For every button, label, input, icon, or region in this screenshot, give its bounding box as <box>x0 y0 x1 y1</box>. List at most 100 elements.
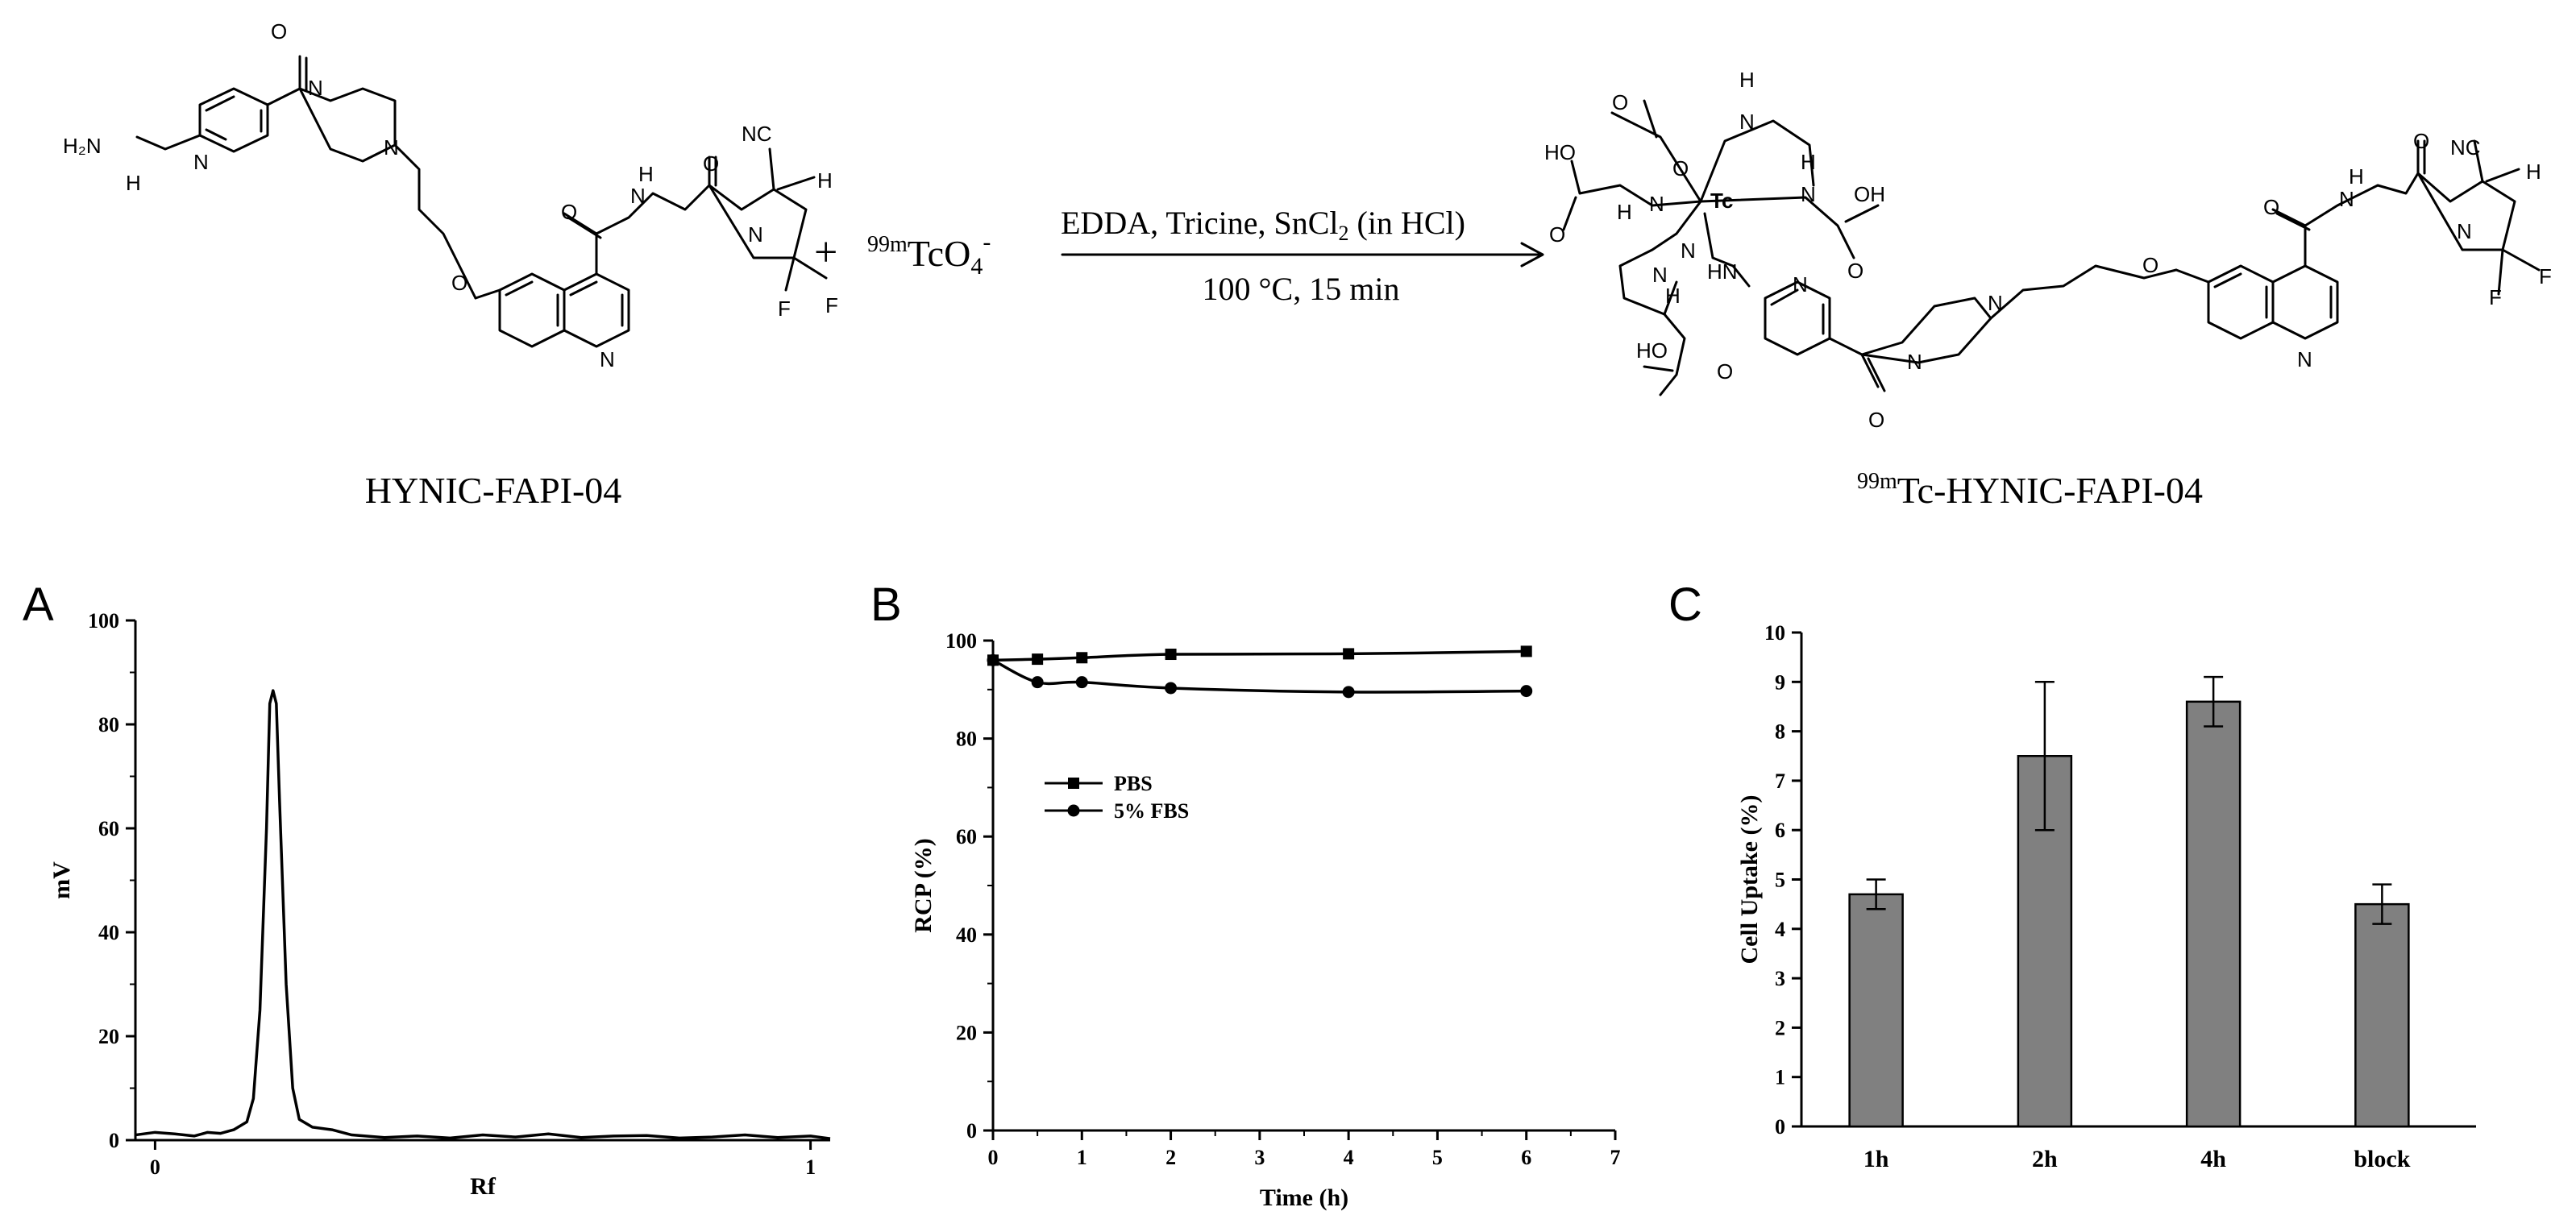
y-tick-label: 5 <box>1775 869 1785 892</box>
atom-h: H <box>638 162 654 186</box>
atom-o: O <box>1672 156 1689 180</box>
x-tick-label: 4 <box>1344 1146 1354 1169</box>
category-label: 1h <box>1863 1146 1889 1172</box>
atom-n: N <box>630 184 646 208</box>
atom-n: N <box>1793 272 1808 297</box>
atom-h2n: H₂N <box>63 134 102 158</box>
product-mass: 99m <box>1857 469 1897 494</box>
data-point-circle <box>1031 676 1044 689</box>
atom-o: O <box>2142 253 2158 277</box>
reaction-arrow <box>1061 242 1544 268</box>
data-point-circle <box>1342 686 1355 699</box>
series-line <box>135 689 831 1140</box>
data-point-circle <box>987 653 999 666</box>
atom-o: O <box>1847 259 1863 283</box>
panel-letter: A <box>23 579 54 631</box>
x-tick-label: 0 <box>988 1146 999 1169</box>
atom-o: O <box>1549 222 1565 247</box>
bar <box>2185 700 2242 1128</box>
y-tick-label: 7 <box>1775 769 1785 793</box>
y-tick-label: 60 <box>98 817 119 840</box>
atom-h: H <box>1739 68 1755 92</box>
data-point-square <box>1520 645 1532 657</box>
y-tick-label: 80 <box>956 728 977 751</box>
y-tick-label: 60 <box>956 825 977 848</box>
y-tick-label: 20 <box>956 1021 977 1044</box>
atom-f: F <box>825 293 838 317</box>
atom-n: N <box>1739 110 1755 134</box>
y-tick-label: 40 <box>98 921 119 944</box>
data-point-square <box>1076 652 1088 664</box>
atom-o: O <box>2413 129 2429 153</box>
data-point-square <box>1165 649 1177 661</box>
atom-n: N <box>1649 192 1664 216</box>
atom-h: H <box>817 168 833 193</box>
atom-f: F <box>778 297 791 321</box>
y-tick-label: 100 <box>88 609 119 633</box>
atom-n: N <box>1801 182 1816 206</box>
y-tick-label: 3 <box>1775 967 1785 990</box>
x-tick-label: 0 <box>150 1155 160 1179</box>
conditions-bottom: 100 °C, 15 min <box>1203 271 1400 307</box>
reactant-label: HYNIC-FAPI-04 <box>365 470 622 511</box>
x-tick-label: 5 <box>1432 1146 1443 1169</box>
panel-letter: C <box>1668 579 1702 631</box>
data-point-square <box>1032 653 1044 666</box>
reagent-mass: 99m <box>867 232 908 257</box>
series-line <box>992 658 1527 694</box>
y-tick-label: 0 <box>1775 1115 1785 1139</box>
conditions-top-prefix: EDDA, Tricine, SnCl <box>1061 205 1339 241</box>
atom-f: F <box>2539 264 2552 288</box>
x-tick-label: 6 <box>1521 1146 1531 1169</box>
atom-hn: HN <box>1707 259 1738 284</box>
x-tick-label: 2 <box>1165 1146 1176 1169</box>
atom-o: O <box>1868 408 1884 432</box>
atom-n: N <box>2339 187 2354 211</box>
y-axis-label: mV <box>48 861 75 899</box>
legend-label: PBS <box>1114 772 1153 795</box>
conditions-top-suffix: (in HCl) <box>1349 205 1465 241</box>
x-tick-label: 1 <box>805 1155 816 1179</box>
panel-letter: B <box>870 579 902 631</box>
product-structure <box>1562 99 2541 396</box>
y-tick-label: 8 <box>1775 720 1785 744</box>
atom-h: H <box>2349 164 2364 189</box>
y-tick-label: 6 <box>1775 819 1785 842</box>
x-tick-label: 3 <box>1254 1146 1265 1169</box>
data-point-circle <box>1075 676 1088 689</box>
atom-ho: HO <box>1544 140 1576 164</box>
x-tick-label: 1 <box>1077 1146 1087 1169</box>
y-tick-label: 9 <box>1775 670 1785 694</box>
atom-o: O <box>1612 90 1628 114</box>
atom-f: F <box>2489 285 2502 309</box>
y-tick-label: 1 <box>1775 1066 1785 1089</box>
atom-n: N <box>1681 239 1696 263</box>
atom-n: N <box>2297 347 2312 371</box>
y-tick-label: 0 <box>966 1119 977 1143</box>
atom-o: O <box>271 19 287 44</box>
atom-o: O <box>561 200 577 224</box>
data-point-square <box>1343 648 1355 660</box>
atom-o: O <box>703 151 719 176</box>
plus-sign: + <box>814 230 837 276</box>
chart-panel-a: A 0 20 40 60 80 100 mV 0 1 Rf <box>23 579 831 1200</box>
reagent-subscript: 4 <box>970 253 983 280</box>
atom-h: H <box>126 171 141 195</box>
atom-o: O <box>1717 359 1733 384</box>
chart-panel-c: C 0 1 2 3 4 5 6 7 8 9 10 Cell Uptake (%) 1h 2h 4h block <box>1668 579 2476 1172</box>
legend-label: 5% FBS <box>1114 799 1189 823</box>
atom-n: N <box>1907 350 1922 374</box>
atom-h: H <box>1665 284 1681 308</box>
data-point-circle <box>1165 682 1178 695</box>
atom-h: H <box>2526 160 2541 184</box>
category-label: 4h <box>2200 1146 2226 1172</box>
category-label: 2h <box>2032 1146 2058 1172</box>
y-tick-label: 80 <box>98 713 119 736</box>
atom-nc: NC <box>2450 135 2481 160</box>
y-axis-label: RCP (%) <box>910 838 937 932</box>
y-tick-label: 10 <box>1764 621 1785 645</box>
y-tick-label: 0 <box>109 1129 119 1152</box>
atom-n: N <box>308 76 323 100</box>
atom-n: N <box>193 150 209 174</box>
